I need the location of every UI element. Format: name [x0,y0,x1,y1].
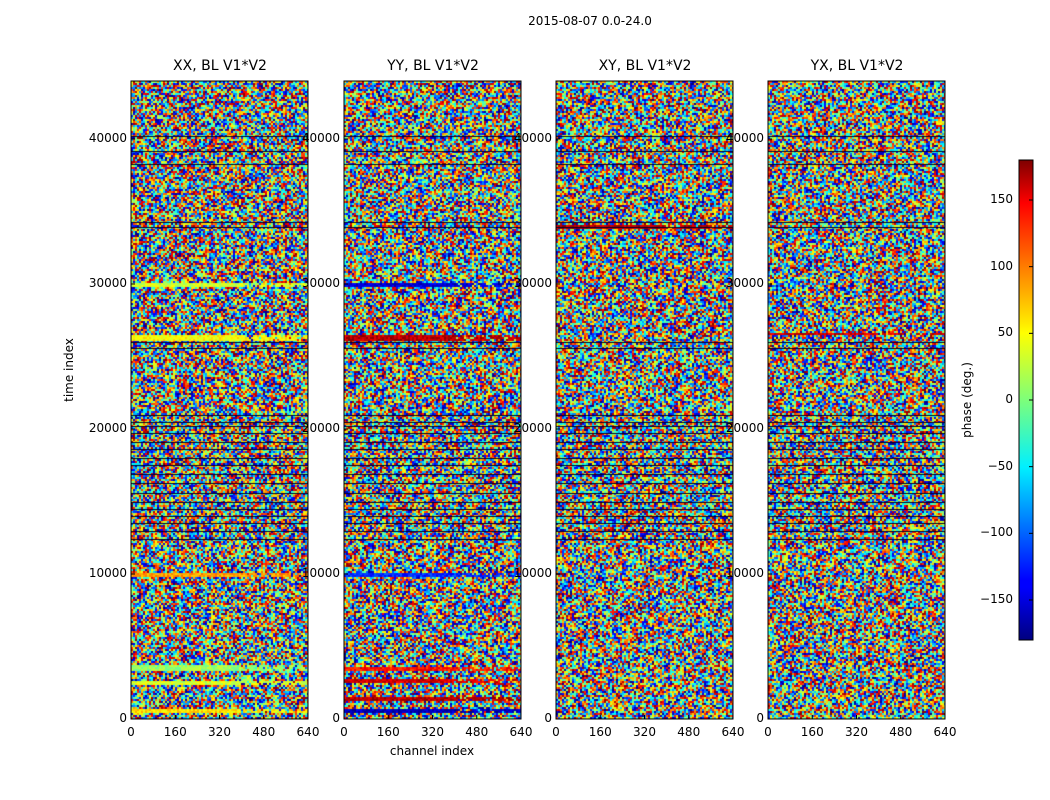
heatmap-panel-2 [343,80,522,720]
colorbar-tick-label: 150 [990,192,1013,206]
y-tick-label: 20000 [88,421,127,435]
x-tick-label: 0 [127,725,135,739]
x-tick-label: 480 [677,725,701,739]
y-tick-label: 40000 [513,131,552,145]
panel-title-xx: XX, BL V1*V2 [173,58,267,74]
y-tick-label: 0 [756,711,764,725]
y-tick-label: 40000 [725,131,764,145]
y-tick-label: 0 [119,711,127,725]
colorbar-tick-label: −100 [980,525,1013,540]
heatmap-image-4 [768,81,945,719]
panel-title-yy: YY, BL V1*V2 [387,58,479,74]
y-tick-label: 30000 [88,276,127,290]
x-tick-label: 160 [588,725,612,739]
y-tick-label: 40000 [301,131,340,145]
x-tick-label: 160 [163,725,187,739]
x-tick-label: 0 [340,725,348,739]
colorbar-tick-label: −50 [987,458,1013,473]
x-tick-label: 320 [208,725,231,739]
x-tick-label: 640 [296,725,320,739]
y-tick-label: 40000 [88,131,127,145]
y-tick-label: 20000 [301,421,340,435]
x-tick-label: 0 [764,725,772,739]
figure-title: 2015-08-07 0.0-24.0 [528,14,652,28]
x-tick-label: 640 [933,725,957,739]
heatmap-panel-4 [767,80,946,720]
y-tick-label: 30000 [725,276,764,290]
x-tick-label: 480 [465,725,489,739]
x-tick-label: 640 [721,725,745,739]
colorbar-tick-label: −150 [980,592,1013,606]
x-tick-label: 0 [552,725,560,739]
y-tick-label: 10000 [513,566,552,580]
colorbar [1018,159,1034,641]
panel-title-yx: YX, BL V1*V2 [810,58,904,74]
x-tick-label: 320 [421,725,444,739]
heatmap-panel-1 [130,80,309,720]
x-tick-label: 320 [845,725,868,739]
x-tick-label: 160 [800,725,824,739]
y-tick-label: 10000 [725,566,764,580]
y-tick-label: 10000 [88,566,127,580]
heatmap-panel-3 [555,80,734,720]
heatmap-image-3 [556,81,733,719]
y-tick-label: 10000 [301,566,340,580]
y-tick-label: 30000 [301,276,340,290]
colorbar-tick-label: 50 [997,325,1013,340]
x-tick-label: 480 [889,725,913,739]
colorbar-tick-label: 100 [990,258,1013,273]
heatmap-image-2 [344,81,521,719]
panel-title-xy: XY, BL V1*V2 [598,58,692,74]
heatmap-image-1 [131,81,308,719]
y-tick-label: 30000 [513,276,552,290]
y-tick-label: 20000 [513,421,552,435]
x-axis-label: channel index [389,744,475,758]
x-tick-label: 640 [509,725,533,739]
colorbar-tick-label: 0 [1005,392,1013,406]
x-tick-label: 160 [376,725,400,739]
y-tick-label: 20000 [725,421,764,435]
x-tick-label: 320 [633,725,656,739]
y-tick-label: 0 [332,711,340,725]
x-tick-label: 480 [252,725,276,739]
y-tick-label: 0 [544,711,552,725]
